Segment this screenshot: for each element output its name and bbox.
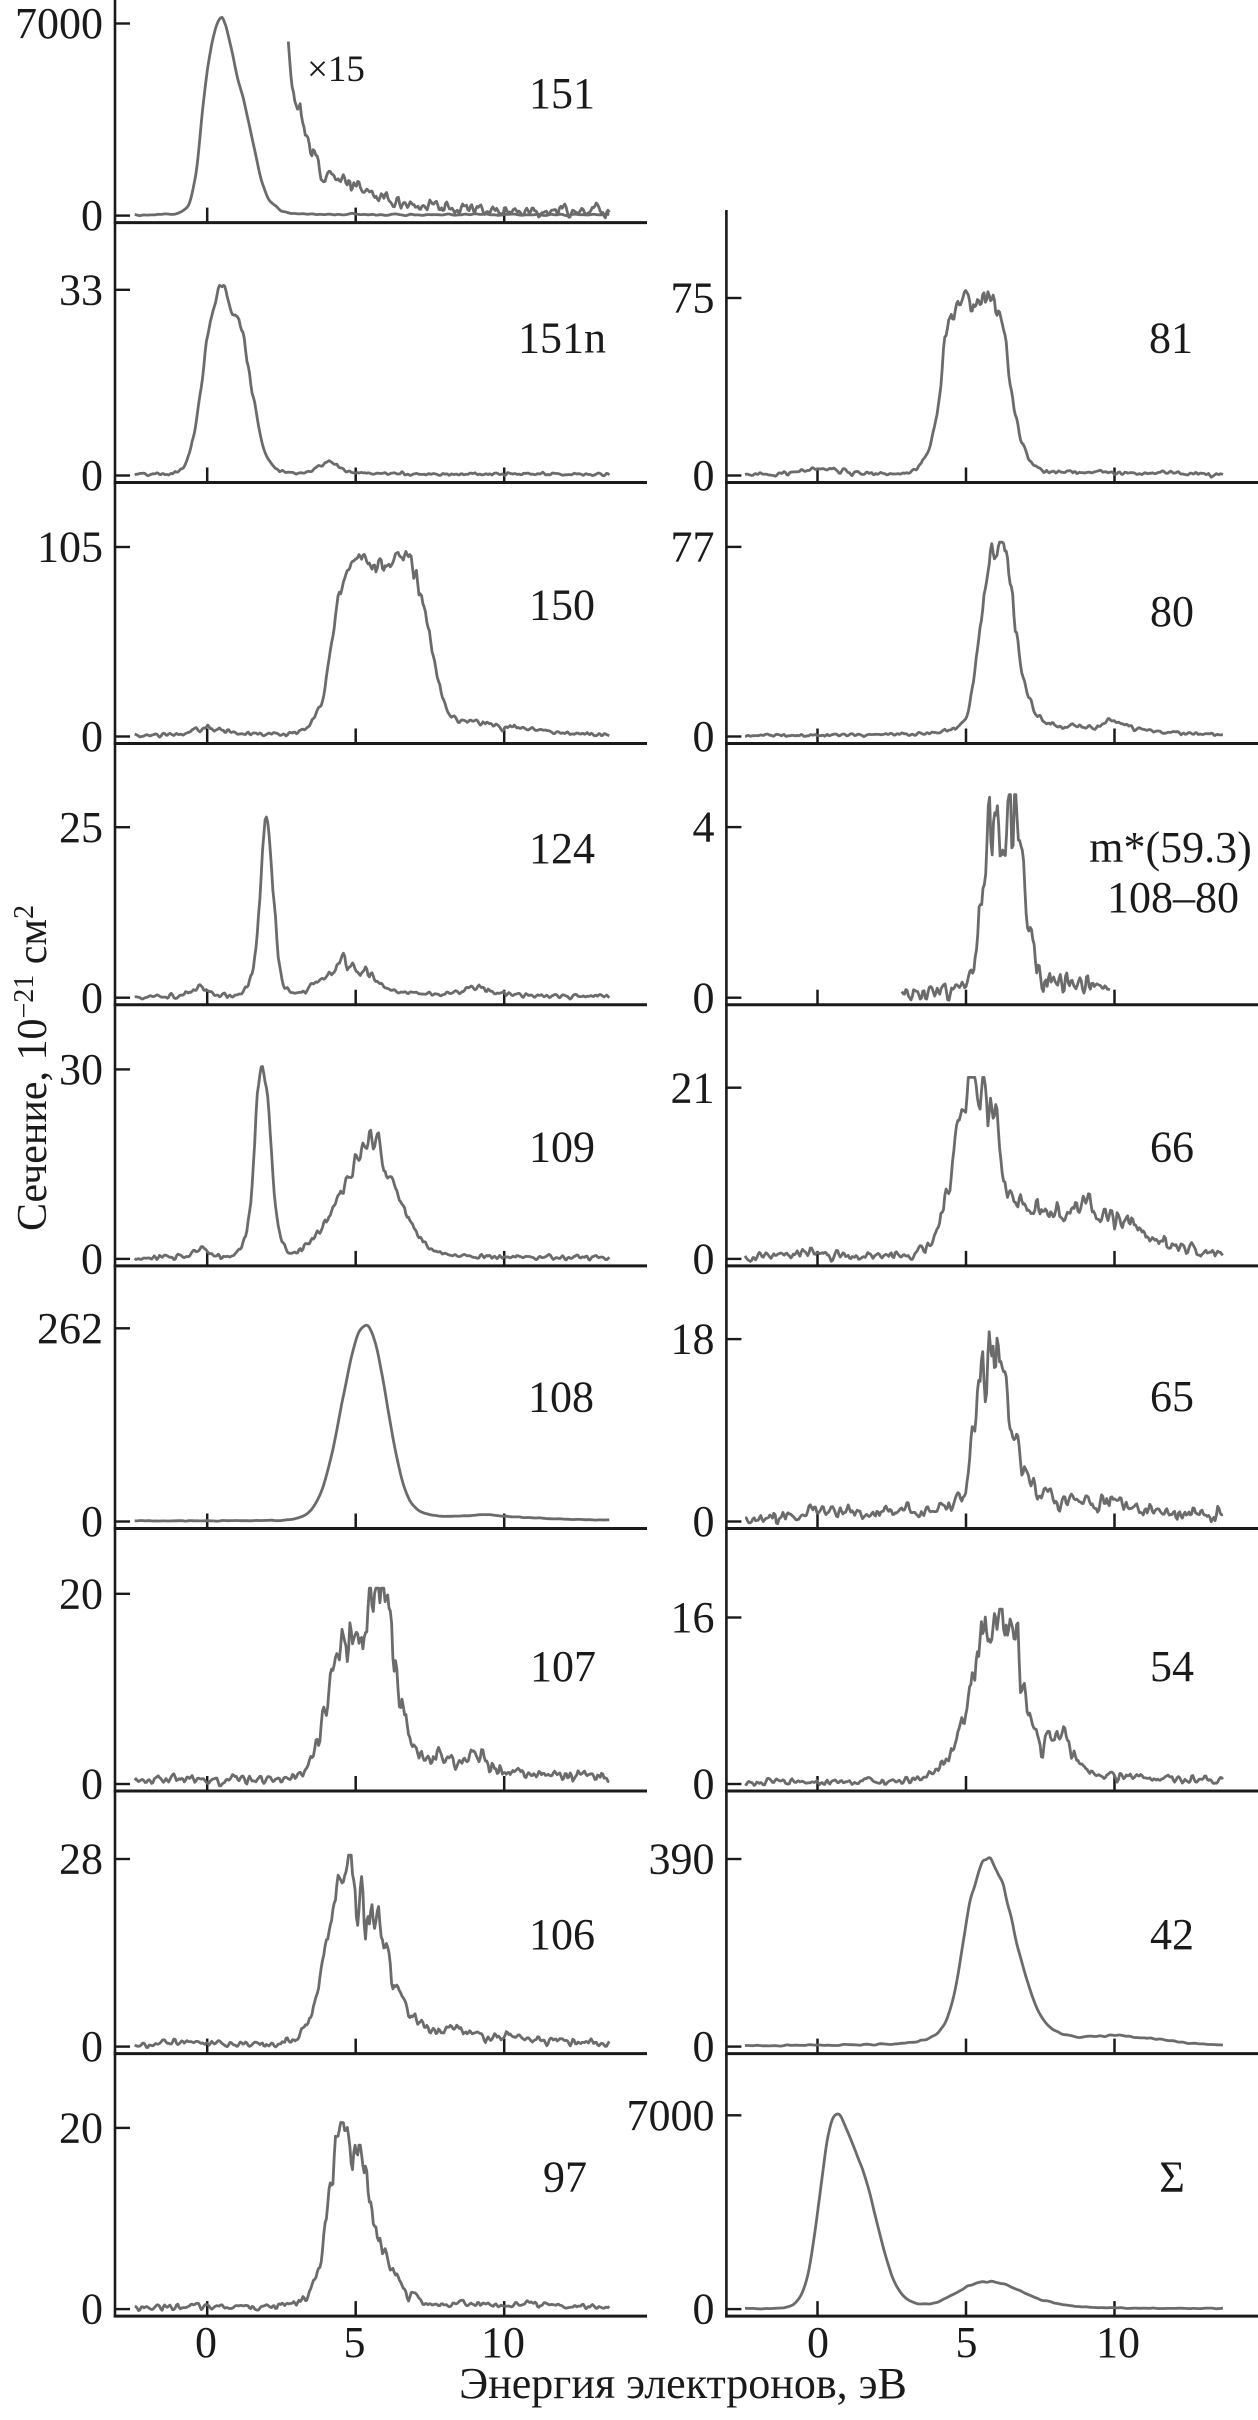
- svg-text:18: 18: [671, 1315, 715, 1364]
- svg-text:150: 150: [529, 580, 595, 629]
- svg-text:33: 33: [59, 265, 103, 314]
- svg-text:262: 262: [37, 1304, 103, 1353]
- svg-text:97: 97: [543, 2153, 587, 2202]
- svg-text:7000: 7000: [627, 2091, 715, 2140]
- svg-text:7000: 7000: [15, 0, 103, 48]
- svg-text:0: 0: [81, 973, 103, 1022]
- svg-text:×15: ×15: [307, 49, 365, 90]
- svg-text:Σ: Σ: [1159, 2153, 1185, 2202]
- svg-text:0: 0: [81, 2022, 103, 2071]
- svg-text:30: 30: [59, 1045, 103, 1094]
- svg-text:28: 28: [59, 1835, 103, 1884]
- svg-text:5: 5: [956, 2318, 978, 2367]
- svg-text:109: 109: [529, 1123, 595, 1172]
- svg-text:0: 0: [81, 1497, 103, 1546]
- svg-text:66: 66: [1150, 1123, 1194, 1172]
- svg-text:81: 81: [1149, 314, 1193, 363]
- svg-text:0: 0: [693, 451, 715, 500]
- svg-text:0: 0: [81, 2285, 103, 2334]
- svg-text:0: 0: [693, 2022, 715, 2071]
- svg-text:108–80: 108–80: [1107, 873, 1239, 922]
- svg-text:Сечение, 10−21 см2: Сечение, 10−21 см2: [9, 905, 56, 1231]
- svg-text:107: 107: [530, 1642, 596, 1691]
- svg-text:21: 21: [671, 1063, 715, 1112]
- svg-text:390: 390: [649, 1835, 715, 1884]
- svg-text:0: 0: [693, 2285, 715, 2334]
- svg-text:0: 0: [81, 191, 103, 240]
- svg-text:80: 80: [1150, 587, 1194, 636]
- svg-text:0: 0: [693, 1760, 715, 1809]
- svg-text:151: 151: [529, 69, 595, 118]
- svg-text:0: 0: [81, 1760, 103, 1809]
- svg-text:0: 0: [81, 451, 103, 500]
- svg-text:10: 10: [1096, 2318, 1140, 2367]
- svg-text:m*(59.3): m*(59.3): [1089, 823, 1252, 872]
- svg-text:Энергия электронов, эВ: Энергия электронов, эВ: [459, 2359, 907, 2408]
- svg-text:151n: 151n: [518, 314, 606, 363]
- svg-text:108: 108: [528, 1372, 594, 1421]
- svg-text:4: 4: [693, 803, 715, 852]
- svg-text:106: 106: [529, 1910, 595, 1959]
- svg-text:54: 54: [1150, 1642, 1194, 1691]
- svg-text:0: 0: [693, 712, 715, 761]
- svg-text:0: 0: [81, 712, 103, 761]
- svg-text:0: 0: [693, 973, 715, 1022]
- svg-text:0: 0: [81, 1235, 103, 1284]
- svg-text:65: 65: [1150, 1372, 1194, 1421]
- svg-text:16: 16: [671, 1593, 715, 1642]
- svg-text:5: 5: [344, 2318, 366, 2367]
- svg-text:75: 75: [671, 274, 715, 323]
- svg-text:77: 77: [671, 523, 715, 572]
- svg-text:0: 0: [195, 2318, 217, 2367]
- svg-text:20: 20: [59, 2104, 103, 2153]
- svg-text:0: 0: [807, 2318, 829, 2367]
- svg-text:0: 0: [693, 1497, 715, 1546]
- svg-text:25: 25: [59, 803, 103, 852]
- svg-text:10: 10: [481, 2318, 525, 2367]
- svg-text:124: 124: [529, 824, 595, 873]
- svg-text:20: 20: [59, 1569, 103, 1618]
- svg-text:0: 0: [693, 1235, 715, 1284]
- svg-text:42: 42: [1150, 1910, 1194, 1959]
- svg-text:105: 105: [37, 523, 103, 572]
